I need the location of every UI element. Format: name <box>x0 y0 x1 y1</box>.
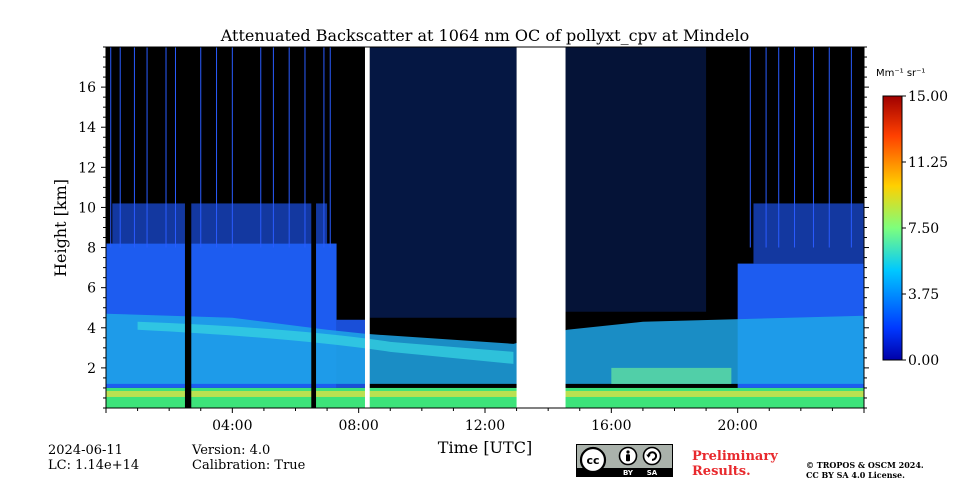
colorbar-tick-label: 11.25 <box>908 155 948 171</box>
plot-area: 04:00 08:00 12:00 16:00 20:00 2 4 6 8 10 12 14 16 <box>78 46 869 434</box>
no-data-gaps <box>364 47 566 408</box>
copyright-line-2: CC BY SA 4.0 License. <box>806 470 905 480</box>
y-tick-label: 8 <box>87 241 96 257</box>
info-date: 2024-06-11 <box>48 443 123 458</box>
colorbar-tick-label: 3.75 <box>908 287 939 303</box>
x-tick-label: 20:00 <box>717 418 757 434</box>
night-upper-region <box>112 203 328 244</box>
noise-region-afternoon <box>565 47 707 312</box>
x-axis-label: Time [UTC] <box>438 438 532 457</box>
aerosol-layer-core <box>137 321 514 364</box>
preliminary-line-1: Preliminary <box>692 449 778 464</box>
x-tick-label: 04:00 <box>212 418 252 434</box>
backscatter-heatmap <box>106 47 864 408</box>
near-surface-peak <box>106 390 864 397</box>
cc-text: cc <box>586 454 599 467</box>
colorbar-tick-label: 7.50 <box>908 221 939 237</box>
y-tick-label: 14 <box>78 120 96 136</box>
by-label: BY <box>623 469 634 476</box>
missing-profile-band <box>184 47 192 408</box>
afternoon-layer-core <box>611 367 732 384</box>
y-axis-label: Height [km] <box>51 179 70 277</box>
no-data-gap <box>516 47 566 408</box>
colorbar-gradient <box>882 95 903 361</box>
sa-share-arrow <box>647 451 658 461</box>
x-axis-ticks: 04:00 08:00 12:00 16:00 20:00 <box>105 408 865 434</box>
by-person-body <box>626 454 630 462</box>
preliminary-line-2: Results. <box>692 464 751 479</box>
y-tick-label: 12 <box>78 160 96 176</box>
no-data-gap <box>364 47 370 408</box>
preliminary-notice: Preliminary Results. <box>692 449 778 479</box>
cc-license-badge[interactable]: cc BY SA <box>576 444 673 477</box>
cc-icon <box>579 446 607 474</box>
y-tick-label: 6 <box>87 281 96 297</box>
y-tick-label: 2 <box>87 361 96 377</box>
sa-share-arrowhead <box>646 454 651 458</box>
sa-label: SA <box>647 469 658 476</box>
noise-region-midday <box>369 47 517 318</box>
colorbar-tick-label: 0.00 <box>908 353 939 369</box>
copyright-notice: © TROPOS & OSCM 2024. CC BY SA 4.0 Licen… <box>806 460 924 480</box>
info-calibration: Calibration: True <box>192 458 306 473</box>
y-tick-label: 10 <box>78 200 96 216</box>
x-tick-label: 12:00 <box>465 418 505 434</box>
info-lidar-constant: LC: 1.14e+14 <box>48 458 140 473</box>
sa-share-icon <box>642 446 662 466</box>
y-tick-label: 16 <box>78 80 96 96</box>
evening-upper-region <box>753 203 864 264</box>
y-axis-ticks: 2 4 6 8 10 12 14 16 <box>78 46 869 409</box>
by-person-head <box>626 450 630 454</box>
chart-title: Attenuated Backscatter at 1064 nm OC of … <box>220 26 749 45</box>
missing-profile-band <box>311 47 317 408</box>
y-tick-label: 4 <box>87 321 96 337</box>
colorbar-tick-label: 15.00 <box>908 89 948 105</box>
x-tick-label: 08:00 <box>338 418 378 434</box>
x-tick-label: 16:00 <box>591 418 631 434</box>
copyright-line-1: © TROPOS & OSCM 2024. <box>806 460 924 470</box>
colorbar: Mm⁻¹ sr⁻¹ 0.00 3.75 7.50 11.25 15.00 <box>876 68 948 369</box>
info-version: Version: 4.0 <box>192 443 271 458</box>
colorbar-ticks: 0.00 3.75 7.50 11.25 15.00 <box>902 89 948 369</box>
colorbar-unit: Mm⁻¹ sr⁻¹ <box>876 68 925 79</box>
